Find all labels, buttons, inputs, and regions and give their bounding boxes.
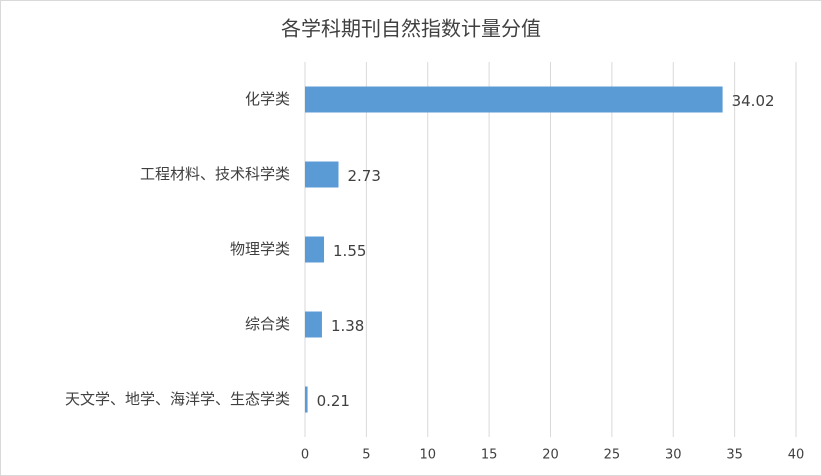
chart-title: 各学科期刊自然指数计量分值	[281, 17, 541, 41]
y-tick-label: 物理学类	[230, 240, 290, 258]
bar	[305, 86, 723, 113]
data-label: 1.38	[331, 317, 364, 335]
x-tick-label: 25	[604, 448, 621, 463]
y-tick-label: 化学类	[245, 90, 290, 108]
y-tick-label: 综合类	[245, 315, 290, 333]
x-tick-label: 35	[726, 448, 743, 463]
bar	[305, 161, 339, 188]
x-tick-label: 30	[665, 448, 682, 463]
x-tick-label: 40	[788, 448, 805, 463]
data-label: 1.55	[333, 242, 366, 260]
x-tick-label: 10	[419, 448, 436, 463]
x-tick-label: 15	[481, 448, 498, 463]
data-label: 2.73	[348, 167, 381, 185]
x-tick-label: 20	[542, 448, 559, 463]
x-tick-label: 0	[301, 448, 309, 463]
data-label: 34.02	[732, 92, 775, 110]
bar	[305, 386, 308, 413]
bar	[305, 236, 325, 263]
y-tick-label: 天文学、地学、海洋学、生态学类	[65, 390, 290, 408]
x-tick-label: 5	[362, 448, 370, 463]
bar	[305, 311, 322, 338]
y-tick-label: 工程材料、技术科学类	[140, 165, 290, 183]
data-label: 0.21	[317, 392, 350, 410]
